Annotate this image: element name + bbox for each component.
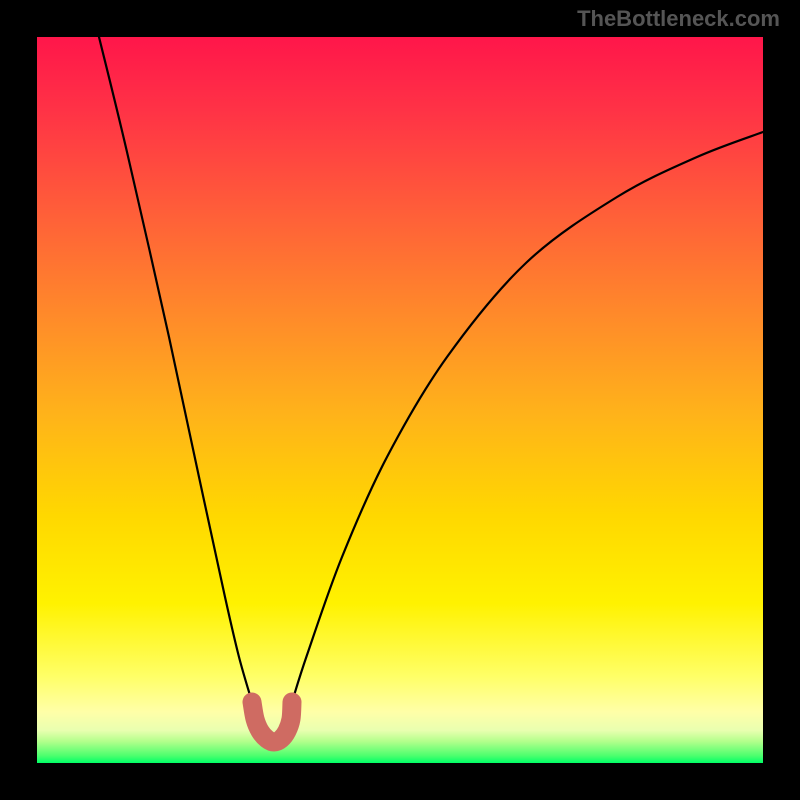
curve-layer [37,37,763,763]
chart-page: TheBottleneck.com [0,0,800,800]
bottom-arc [252,702,292,742]
plot-area [37,37,763,763]
watermark-text: TheBottleneck.com [577,6,780,32]
left-curve [99,37,252,702]
right-curve [292,132,763,702]
